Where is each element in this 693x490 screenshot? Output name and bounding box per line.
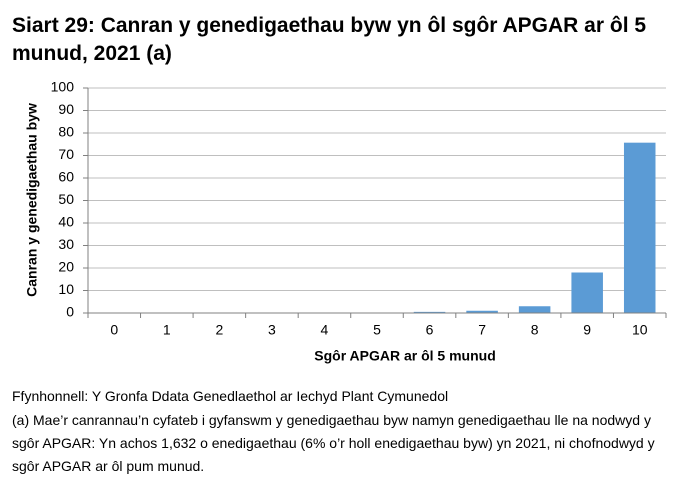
x-tick-label: 2 — [215, 322, 223, 338]
bar — [413, 311, 446, 313]
x-tick-label: 1 — [163, 322, 171, 338]
x-tick-label: 0 — [110, 322, 118, 338]
bar — [623, 142, 656, 313]
y-tick-label: 10 — [58, 281, 74, 297]
chart: Sgôr APGAR ar ôl 5 munud Canran y genedi… — [24, 79, 667, 364]
x-tick-label: 3 — [268, 322, 276, 338]
chart-title: Siart 29: Canran y genedigaethau byw yn … — [12, 14, 647, 65]
x-tick-label: 4 — [321, 322, 329, 338]
x-tick-label: 8 — [531, 322, 539, 338]
x-tick-label: 6 — [426, 322, 434, 338]
bar — [466, 310, 498, 313]
y-tick-label: 50 — [58, 191, 74, 207]
x-tick-label: 5 — [373, 322, 381, 338]
x-axis-title: Sgôr APGAR ar ôl 5 munud — [314, 348, 496, 364]
y-axis-title: Canran y genedigaethau byw — [24, 103, 40, 297]
bar — [518, 306, 551, 313]
bar — [571, 272, 603, 313]
x-tick-label: 9 — [583, 322, 591, 338]
x-tick-label: 7 — [478, 322, 486, 338]
y-tick-label: 40 — [58, 214, 74, 230]
y-tick-label: 60 — [58, 169, 74, 185]
y-tick-label: 90 — [58, 101, 74, 117]
y-tick-label: 80 — [58, 124, 74, 140]
y-tick-label: 100 — [51, 79, 75, 95]
source: Ffynhonnell: Y Gronfa Ddata Genedlaethol… — [12, 388, 449, 404]
y-tick-label: 20 — [58, 259, 74, 275]
y-tick-label: 30 — [58, 236, 74, 252]
y-tick-label: 0 — [66, 304, 74, 320]
note: (a) Mae’r canrannau’n cyfateb i gyfanswm… — [12, 412, 655, 474]
x-tick-label: 10 — [632, 322, 648, 338]
y-tick-label: 70 — [58, 146, 74, 162]
